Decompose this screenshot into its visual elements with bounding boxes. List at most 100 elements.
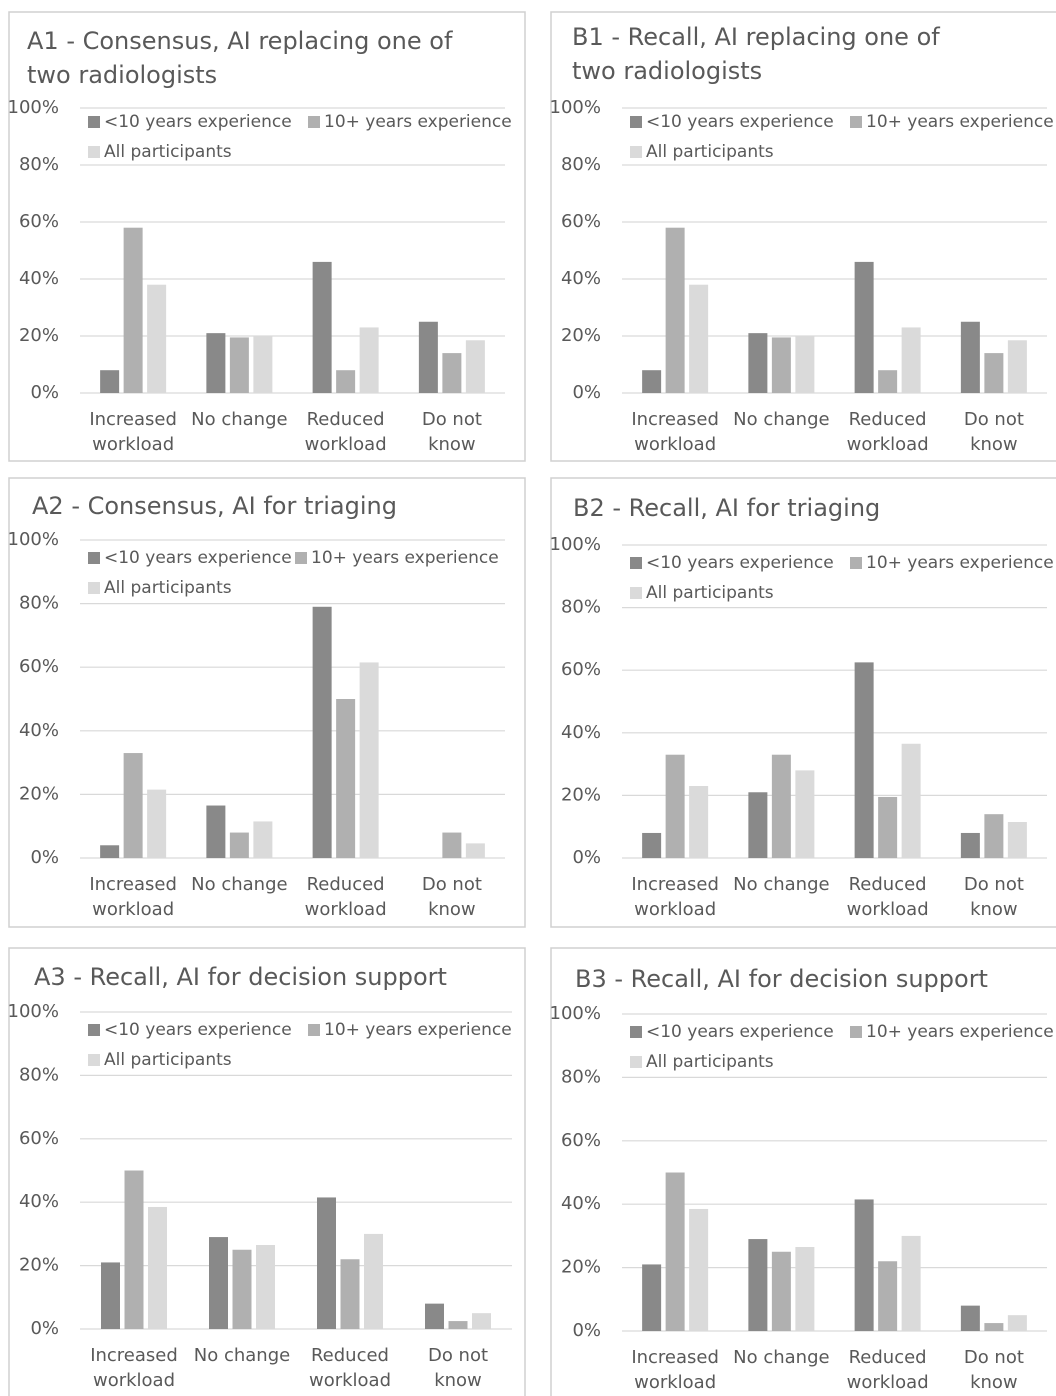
panel-border [8, 947, 526, 1396]
y-tick-label: 40% [561, 1193, 601, 1214]
bar [317, 1197, 336, 1329]
x-tick-label: Increased workload [631, 1347, 719, 1393]
bar [229, 337, 249, 393]
bar [984, 353, 1004, 393]
y-tick-label: 100% [550, 97, 601, 118]
x-tick-label: Increased workload [89, 874, 177, 920]
legend-swatch [295, 552, 307, 564]
bar [689, 786, 709, 858]
bar [878, 370, 898, 393]
bar [100, 845, 120, 858]
x-tick-label: No change [191, 409, 287, 430]
y-tick-label: 100% [8, 97, 59, 118]
x-tick-label: Do not know [422, 874, 482, 920]
y-tick-label: 60% [561, 659, 601, 680]
legend-swatch [88, 552, 100, 564]
x-tick-label: Reduced workload [305, 409, 387, 455]
x-tick-label: No change [194, 1345, 290, 1366]
bar [901, 327, 921, 393]
legend-swatch [850, 1026, 862, 1038]
bar [148, 1206, 167, 1329]
bar [147, 789, 167, 858]
bar [748, 333, 768, 393]
legend-swatch [88, 146, 100, 158]
x-tick-label: No change [191, 874, 287, 895]
bar [748, 792, 768, 858]
y-tick-label: 40% [561, 268, 601, 289]
y-tick-label: 40% [19, 720, 59, 741]
bar [771, 754, 791, 858]
x-tick-label: Do not know [428, 1345, 488, 1391]
bar [1007, 822, 1027, 858]
legend-label: <10 years experience [104, 1020, 292, 1040]
y-tick-label: 80% [561, 597, 601, 618]
legend-swatch [308, 116, 320, 128]
bar [465, 843, 485, 858]
legend-label: All participants [104, 1050, 232, 1070]
bar [642, 370, 662, 393]
bar [771, 1251, 791, 1331]
y-tick-label: 0% [30, 847, 59, 868]
bar [123, 753, 143, 858]
x-tick-label: Increased workload [631, 874, 719, 920]
bar [442, 353, 462, 393]
bar [336, 699, 356, 858]
x-tick-label: Do not know [964, 409, 1024, 455]
bar [878, 1261, 898, 1331]
bar [340, 1259, 360, 1329]
legend-swatch [630, 587, 642, 599]
y-tick-label: 80% [561, 154, 601, 175]
legend-swatch [630, 146, 642, 158]
bar [689, 284, 709, 393]
y-tick-label: 60% [19, 1128, 59, 1149]
y-tick-label: 100% [8, 1001, 59, 1022]
legend-label: All participants [646, 1052, 774, 1072]
legend-label: All participants [646, 583, 774, 603]
y-tick-label: 20% [561, 325, 601, 346]
bar [665, 227, 685, 393]
y-tick-label: 0% [30, 382, 59, 403]
x-tick-label: No change [733, 1347, 829, 1368]
legend-label: <10 years experience [104, 112, 292, 132]
y-tick-label: 20% [561, 784, 601, 805]
bar [123, 227, 143, 393]
y-tick-label: 60% [561, 211, 601, 232]
bar [1007, 1315, 1027, 1331]
x-tick-label: No change [733, 409, 829, 430]
bar [689, 1208, 709, 1331]
x-tick-label: Do not know [422, 409, 482, 455]
bar [665, 754, 685, 858]
x-tick-label: Increased workload [631, 409, 719, 455]
bar [984, 1323, 1004, 1331]
bar [147, 284, 167, 393]
x-tick-label: Reduced workload [847, 1347, 929, 1393]
y-tick-label: 20% [19, 783, 59, 804]
legend-label: <10 years experience [646, 112, 834, 132]
y-tick-label: 0% [572, 1320, 601, 1341]
bar [359, 327, 379, 393]
legend-swatch [850, 557, 862, 569]
legend-swatch [630, 116, 642, 128]
bar [901, 1235, 921, 1331]
chart-title: A2 - Consensus, AI for triaging [32, 492, 397, 520]
y-tick-label: 100% [550, 1003, 601, 1024]
bar [984, 814, 1004, 858]
y-tick-label: 40% [19, 268, 59, 289]
x-tick-label: Do not know [964, 1347, 1024, 1393]
bar [124, 1170, 144, 1329]
panel-border [550, 947, 1056, 1396]
legend-label: <10 years experience [104, 548, 292, 568]
y-tick-label: 80% [19, 154, 59, 175]
legend-swatch [308, 1024, 320, 1036]
bar [795, 1246, 815, 1331]
x-tick-label: Increased workload [89, 409, 177, 455]
bar [642, 1264, 662, 1331]
bar [256, 1244, 275, 1329]
bar [101, 1262, 120, 1329]
legend-label: <10 years experience [646, 1022, 834, 1042]
legend-label: All participants [104, 578, 232, 598]
legend-swatch [630, 557, 642, 569]
legend-swatch [88, 1024, 100, 1036]
legend-swatch [630, 1056, 642, 1068]
